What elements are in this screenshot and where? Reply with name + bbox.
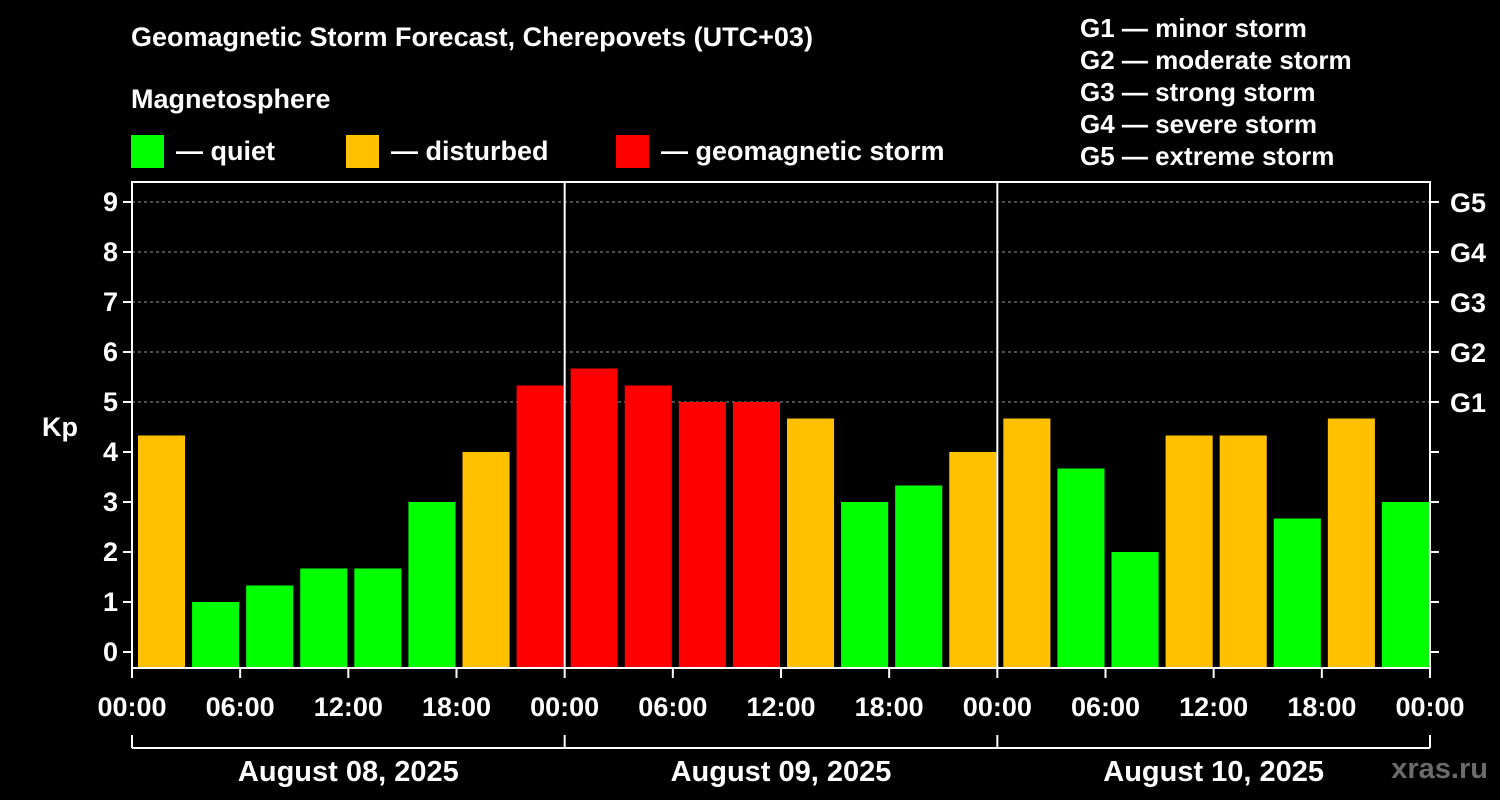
bar-7	[462, 452, 510, 668]
x-tick-label: 18:00	[855, 692, 924, 722]
watermark: xras.ru	[1391, 753, 1488, 785]
x-tick-label: 18:00	[1287, 692, 1356, 722]
bar-19	[1111, 552, 1159, 668]
legend-label-quiet: — quiet	[176, 135, 275, 166]
y-tick-label: 4	[103, 437, 118, 467]
y-tick-label: 1	[103, 587, 118, 617]
storm-level-label: G2	[1450, 338, 1486, 368]
storm-scale-g2: G2 — moderate storm	[1080, 45, 1352, 75]
bar-1	[138, 435, 186, 668]
bar-6	[408, 502, 456, 668]
storm-scale-g5: G5 — extreme storm	[1080, 141, 1335, 171]
bar-17	[1003, 418, 1051, 668]
x-tick-label: 12:00	[314, 692, 383, 722]
bar-2	[192, 602, 240, 668]
bar-21	[1219, 435, 1267, 668]
y-tick-label: 6	[103, 337, 118, 367]
x-tick-label: 06:00	[206, 692, 275, 722]
date-label: August 09, 2025	[671, 756, 892, 788]
x-tick-label: 00:00	[97, 692, 166, 722]
y-tick-label: 2	[103, 537, 118, 567]
y-tick-label: 8	[103, 237, 118, 267]
bar-22	[1273, 518, 1321, 668]
legend-swatch-storm	[616, 134, 649, 168]
storm-scale-legend: G1 — minor storm G2 — moderate storm G3 …	[1080, 12, 1352, 172]
bar-5	[354, 568, 402, 668]
y-tick-label: 0	[103, 637, 118, 667]
bar-10	[624, 385, 672, 668]
bar-12	[732, 402, 780, 668]
bar-16	[949, 452, 997, 668]
legend-swatch-disturbed	[346, 134, 379, 168]
bar-13	[787, 418, 835, 668]
y-tick-label: 5	[103, 387, 118, 417]
bar-20	[1165, 435, 1213, 668]
legend-storm: — geomagnetic storm	[616, 134, 945, 168]
storm-level-label: G4	[1450, 238, 1486, 268]
legend-label-disturbed: — disturbed	[391, 135, 549, 166]
bar-4	[300, 568, 348, 668]
x-tick-label: 12:00	[1179, 692, 1248, 722]
storm-scale-g3: G3 — strong storm	[1080, 77, 1316, 107]
storm-level-label: G1	[1450, 388, 1486, 418]
y-axis-label: Kp	[42, 412, 78, 442]
legend-quiet: — quiet	[131, 134, 275, 168]
x-tick-label: 18:00	[422, 692, 491, 722]
bar-11	[678, 402, 726, 668]
y-tick-label: 9	[103, 187, 118, 217]
date-label: August 10, 2025	[1103, 756, 1324, 788]
x-tick-label: 12:00	[746, 692, 815, 722]
storm-level-label: G3	[1450, 288, 1486, 318]
bar-9	[570, 368, 618, 668]
storm-scale-g4: G4 — severe storm	[1080, 109, 1318, 139]
storm-scale-g1: G1 — minor storm	[1080, 13, 1307, 43]
legend-disturbed: — disturbed	[346, 134, 549, 168]
bar-3	[246, 585, 294, 668]
bar-18	[1057, 468, 1105, 668]
x-tick-label: 00:00	[963, 692, 1032, 722]
bar-23	[1327, 418, 1375, 668]
legend-swatch-quiet	[131, 134, 164, 168]
magnetosphere-heading: Magnetosphere	[131, 84, 331, 114]
bar-14	[841, 502, 889, 668]
x-tick-label: 00:00	[1395, 692, 1464, 722]
y-tick-label: 3	[103, 487, 118, 517]
x-tick-label: 00:00	[530, 692, 599, 722]
date-label: August 08, 2025	[238, 756, 459, 788]
bar-15	[895, 485, 943, 668]
x-tick-label: 06:00	[1071, 692, 1140, 722]
storm-level-label: G5	[1450, 188, 1486, 218]
legend-label-storm: — geomagnetic storm	[661, 135, 945, 166]
bar-8	[516, 385, 564, 668]
x-tick-label: 06:00	[638, 692, 707, 722]
chart-title: Geomagnetic Storm Forecast, Cherepovets …	[131, 22, 813, 52]
bar-24	[1381, 502, 1429, 668]
y-tick-label: 7	[103, 287, 118, 317]
